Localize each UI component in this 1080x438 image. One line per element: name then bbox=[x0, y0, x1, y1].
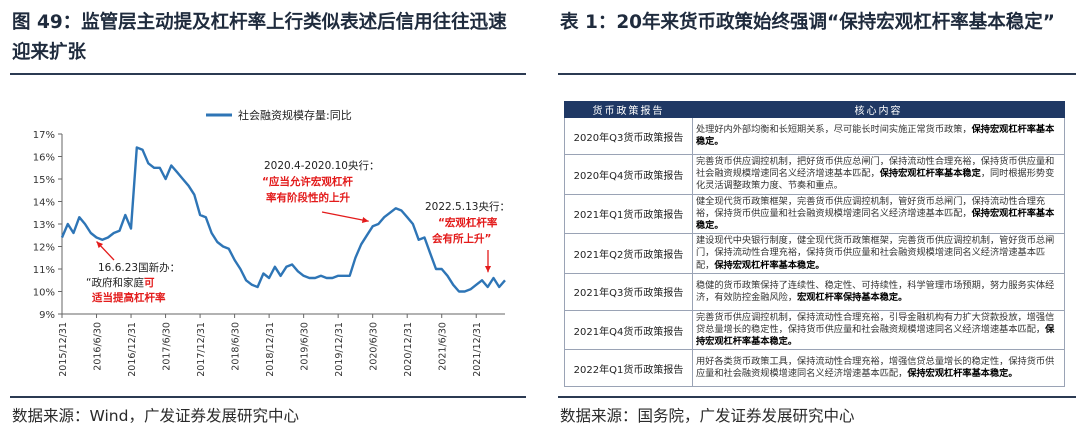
content-highlight: 保持宏观杠杆率基本稳定。 bbox=[714, 259, 825, 271]
y-tick-label: 16% bbox=[33, 153, 55, 164]
report-content-cell: 完善货币供应调控机制，保持流动性合理充裕，引导金融机构有力扩大贷款投放，增强信贷… bbox=[692, 309, 1065, 351]
report-content-cell: 稳健的货币政策保持了连续性、稳定性、可持续性，科学管理市场预期，努力服务实体经济… bbox=[692, 272, 1065, 311]
table-row: 2021年Q4货币政策报告 完善货币供应调控机制，保持流动性合理充裕，引导金融机构… bbox=[564, 309, 1065, 351]
content-text: 用好各类货币政策工具，保持流动性合理充裕，增强信贷总量增长的稳定性，保持货币供应… bbox=[696, 356, 1055, 380]
x-tick-label: 2016/6/30 bbox=[93, 322, 104, 371]
table-row: 2022年Q1货币政策报告 用好各类货币政策工具，保持流动性合理充裕，增强信贷总量… bbox=[564, 349, 1065, 388]
y-axis-ticks: 9% 10% 11% 12% 13% 14% 15% 16% 17% bbox=[33, 130, 62, 321]
left-panel: 图 49：监管层主动提及杠杆率上行类似表述后信用往往迅速迎来扩张 社会融资规模存… bbox=[0, 0, 530, 438]
header-report: 货币政策报告 bbox=[564, 101, 693, 118]
report-name-cell: 2022年Q1货币政策报告 bbox=[564, 349, 693, 388]
annotation-3-line2: 会有所上升” bbox=[432, 232, 491, 245]
report-name-cell: 2021年Q1货币政策报告 bbox=[564, 193, 693, 235]
table-row: 2020年Q4货币政策报告 完善货币供应调控机制，把好货币供应总闸门，保持流动性合… bbox=[564, 154, 1065, 195]
content-highlight: 保持宏观杠杆率基本稳定。 bbox=[696, 324, 1055, 348]
content-text: 稳健的货币政策保持了连续性、稳定性、可持续性，科学管理市场预期，努力服务实体经济… bbox=[696, 279, 1055, 303]
annotation-2-arrow bbox=[321, 211, 369, 222]
content-highlight: 保持宏观杠杆率基本稳定。 bbox=[696, 123, 1055, 147]
report-content-cell: 用好各类货币政策工具，保持流动性合理充裕，增强信贷总量增长的稳定性，保持货币供应… bbox=[692, 349, 1065, 388]
y-tick-label: 10% bbox=[33, 288, 55, 299]
annotation-3-date: 2022.5.13央行： bbox=[425, 200, 510, 213]
legend-label: 社会融资规模存量:同比 bbox=[238, 108, 352, 122]
x-tick-label: 2018/6/30 bbox=[231, 322, 242, 371]
x-axis-ticks: 2015/12/31 2016/6/30 2016/12/31 2017/6/30 20… bbox=[58, 314, 483, 377]
figure-source: 数据来源：Wind，广发证券发展研究中心 bbox=[12, 407, 299, 425]
report-name-cell: 2021年Q3货币政策报告 bbox=[564, 272, 693, 311]
y-tick-label: 17% bbox=[33, 130, 55, 141]
x-tick-label: 2020/6/30 bbox=[369, 322, 380, 371]
report-name-cell: 2020年Q4货币政策报告 bbox=[564, 154, 693, 195]
y-tick-label: 9% bbox=[39, 310, 55, 321]
x-tick-label: 2017/6/30 bbox=[162, 322, 173, 371]
x-tick-label: 2017/12/31 bbox=[196, 322, 207, 377]
x-tick-label: 2021/6/30 bbox=[438, 322, 449, 371]
social-financing-chart: 社会融资规模存量:同比 9% 10% 11% 12% 13% 14% 15% 16% 17% 2… bbox=[33, 108, 510, 377]
series-line-social-financing bbox=[60, 146, 506, 293]
annotation-2-date: 2020.4-2020.10央行： bbox=[264, 159, 379, 172]
table-title: 表 1：20年来货币政策始终强调“保持宏观杠杆率基本稳定” bbox=[560, 12, 1055, 33]
content-text: 健全现代货币政策框架，完善货币供应调控机制，管好货币总闸门，保持流动性合理充裕，… bbox=[696, 195, 1046, 219]
x-tick-label: 2015/12/31 bbox=[58, 322, 69, 377]
x-tick-label: 2021/12/31 bbox=[472, 322, 483, 377]
content-highlight: 宏观杠杆率保持基本稳定。 bbox=[797, 291, 908, 303]
chart-legend: 社会融资规模存量:同比 bbox=[206, 108, 352, 122]
report-name-cell: 2020年Q3货币政策报告 bbox=[564, 117, 693, 155]
annotation-2-arrow-head bbox=[361, 217, 369, 224]
content-highlight: 保持宏观杠杆率基本稳定。 bbox=[696, 207, 1055, 232]
table-row: 2021年Q1货币政策报告 健全现代货币政策框架，完善货币供应调控机制，管好货币总… bbox=[564, 193, 1065, 235]
source-rule bbox=[10, 396, 526, 398]
annotation-3-line1: “宏观杠杆率 bbox=[438, 216, 498, 229]
y-tick-label: 12% bbox=[33, 243, 55, 254]
policy-report-table: 货币政策报告 核心内容 2020年Q3货币政策报告 处理好内外部均衡和长短期关系，… bbox=[564, 101, 1065, 388]
annotation-2-line2: 率有阶段性的上升 bbox=[266, 191, 350, 204]
title-rule-right bbox=[558, 73, 1076, 75]
table-source: 数据来源：国务院，广发证券发展研究中心 bbox=[560, 407, 855, 425]
report-content-cell: 完善货币供应调控机制，把好货币供应总闸门，保持流动性合理充裕，保持货币供应量和社… bbox=[692, 154, 1065, 195]
annotation-1-line2: 适当提高杠杆率 bbox=[92, 291, 166, 304]
figure-title: 图 49：监管层主动提及杠杆率上行类似表述后信用往往迅速迎来扩张 bbox=[12, 12, 507, 63]
report-name-cell: 2021年Q4货币政策报告 bbox=[564, 309, 693, 351]
content-tail: ，同时根据形势变化灵活调整政策力度、节奏和重点。 bbox=[696, 168, 1055, 192]
content-text: 处理好内外部均衡和长短期关系，尽可能长时间实施正常货币政策， bbox=[696, 123, 972, 135]
table-row: 2021年Q2货币政策报告 建设现代中央银行制度，健全现代货币政策框架，完善货币供… bbox=[564, 233, 1065, 274]
x-tick-label: 2020/12/31 bbox=[403, 322, 414, 377]
annotation-1-quote: “政府和家庭可 bbox=[86, 276, 155, 289]
y-tick-label: 15% bbox=[33, 175, 55, 186]
annotation-3-arrow-head bbox=[484, 265, 492, 273]
table-body: 2020年Q3货币政策报告 处理好内外部均衡和长短期关系，尽可能长时间实施正常货币… bbox=[564, 117, 1065, 388]
x-tick-label: 2019/6/30 bbox=[300, 322, 311, 371]
content-text: 完善货币供应调控机制，保持流动性合理充裕，引导金融机构有力扩大贷款投放，增强信贷… bbox=[696, 311, 1055, 336]
content-text: 完善货币供应调控机制，把好货币供应总闸门，保持流动性合理充裕，保持货币供应量和社… bbox=[696, 156, 1055, 180]
report-content-cell: 建设现代中央银行制度，健全现代货币政策框架，完善货币供应调控机制，管好货币总闸门… bbox=[692, 233, 1065, 274]
table-row: 2020年Q3货币政策报告 处理好内外部均衡和长短期关系，尽可能长时间实施正常货币… bbox=[564, 117, 1065, 155]
annotation-1-quote-red: 可 bbox=[144, 277, 155, 289]
header-content: 核心内容 bbox=[692, 101, 1065, 118]
title-rule bbox=[10, 73, 526, 75]
x-tick-label: 2016/12/31 bbox=[127, 322, 138, 377]
right-panel: 表 1：20年来货币政策始终强调“保持宏观杠杆率基本稳定” 货币政策报告 核心内… bbox=[548, 0, 1080, 438]
content-highlight: 保持宏观杠杆率基本稳定。 bbox=[907, 368, 1018, 380]
annotation-1-date: 16.6.23国新办： bbox=[98, 261, 180, 274]
x-tick-label: 2019/12/31 bbox=[334, 322, 345, 377]
content-text: 建设现代中央银行制度，健全现代货币政策框架，完善货币供应调控机制，管好货币总闸门… bbox=[696, 235, 1055, 271]
y-tick-label: 11% bbox=[33, 265, 55, 276]
y-tick-label: 13% bbox=[33, 220, 55, 231]
x-tick-label: 2018/12/31 bbox=[265, 322, 276, 377]
y-tick-label: 14% bbox=[33, 198, 55, 209]
report-name-cell: 2021年Q2货币政策报告 bbox=[564, 233, 693, 274]
content-highlight: 保持宏观杠杆率基本稳定 bbox=[879, 168, 981, 180]
annotation-2-line1: “应当允许宏观杠杆 bbox=[262, 175, 353, 188]
table-row: 2021年Q3货币政策报告 稳健的货币政策保持了连续性、稳定性、可持续性，科学管理… bbox=[564, 272, 1065, 311]
report-content-cell: 处理好内外部均衡和长短期关系，尽可能长时间实施正常货币政策，保持宏观杠杆率基本稳… bbox=[692, 117, 1065, 155]
report-content-cell: 健全现代货币政策框架，完善货币供应调控机制，管好货币总闸门，保持流动性合理充裕，… bbox=[692, 193, 1065, 235]
source-rule-right bbox=[558, 396, 1076, 398]
annotation-1-arrow-head bbox=[96, 241, 104, 249]
